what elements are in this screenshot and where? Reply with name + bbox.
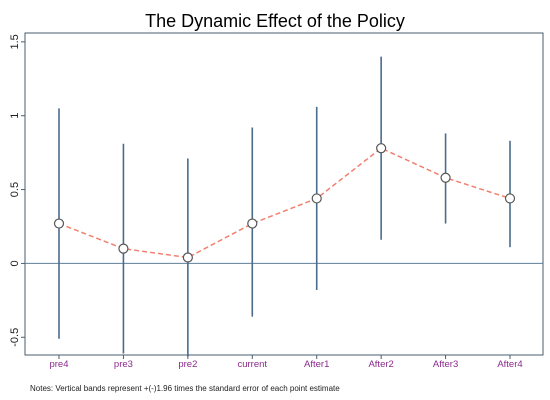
point-pre3 xyxy=(118,243,129,254)
y-tick-label: 1.5 xyxy=(9,34,21,49)
x-tick-label-pre4: pre4 xyxy=(49,359,68,370)
y-tick-label: 0 xyxy=(9,260,21,266)
x-axis: pre4 pre3 pre2 current After1 After2 After3 Aft… xyxy=(49,355,523,370)
point-current xyxy=(247,218,258,229)
x-tick-label-After1: After1 xyxy=(304,359,329,370)
point-pre2 xyxy=(182,252,193,263)
y-tick-label: 1 xyxy=(9,113,21,119)
x-tick-label-After4: After4 xyxy=(497,359,522,370)
chart-title: The Dynamic Effect of the Policy xyxy=(145,11,405,31)
x-tick-label-pre3: pre3 xyxy=(114,359,133,370)
point-After1 xyxy=(311,193,322,204)
y-axis: -0.5 0 0.5 1 1.5 xyxy=(9,34,25,347)
point-pre4 xyxy=(53,218,65,229)
point-After2 xyxy=(376,143,387,154)
x-tick-label-After3: After3 xyxy=(433,359,458,370)
y-tick-label: -0.5 xyxy=(9,328,21,347)
point-After3 xyxy=(440,172,451,183)
x-tick-label-After2: After2 xyxy=(368,359,393,370)
point-estimates xyxy=(53,143,516,263)
point-After4 xyxy=(504,193,516,204)
x-tick-label-pre2: pre2 xyxy=(178,359,197,370)
confidence-intervals xyxy=(58,56,511,357)
x-tick-label-current: current xyxy=(237,359,267,370)
chart-note: Notes: Vertical bands represent +(-)1.96… xyxy=(30,384,340,393)
plot-frame xyxy=(24,32,544,356)
estimate-trend-line xyxy=(58,147,511,259)
y-tick-label: 0.5 xyxy=(9,182,21,197)
